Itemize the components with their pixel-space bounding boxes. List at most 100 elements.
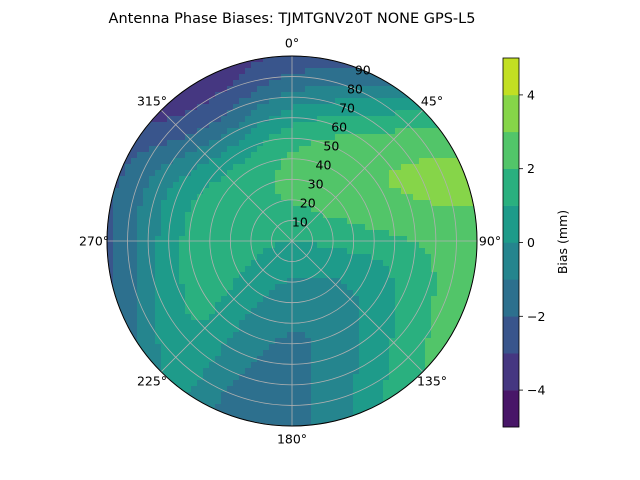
contour-cell — [443, 296, 450, 303]
contour-cell — [185, 146, 192, 153]
contour-cell — [233, 374, 240, 381]
contour-cell — [443, 128, 450, 135]
contour-cell — [113, 254, 120, 261]
contour-cell — [107, 416, 114, 423]
contour-cell — [461, 422, 468, 426]
contour-cell — [185, 86, 192, 93]
contour-cell — [461, 68, 468, 75]
contour-cell — [437, 206, 444, 213]
contour-cell — [395, 104, 402, 111]
contour-cell — [137, 260, 144, 267]
contour-cell — [359, 356, 366, 363]
contour-cell — [473, 68, 477, 75]
contour-cell — [143, 86, 150, 93]
contour-cell — [371, 224, 378, 231]
contour-cell — [233, 116, 240, 123]
contour-cell — [323, 320, 330, 327]
contour-cell — [371, 296, 378, 303]
contour-cell — [137, 218, 144, 225]
contour-cell — [221, 80, 228, 87]
contour-cell — [287, 164, 294, 171]
contour-cell — [413, 272, 420, 279]
contour-cell — [185, 80, 192, 87]
contour-cell — [389, 140, 396, 147]
contour-cell — [317, 116, 324, 123]
contour-cell — [377, 188, 384, 195]
contour-cell — [155, 218, 162, 225]
contour-cell — [461, 98, 468, 105]
contour-cell — [323, 338, 330, 345]
contour-cell — [329, 146, 336, 153]
contour-cell — [113, 266, 120, 273]
contour-cell — [305, 122, 312, 129]
contour-cell — [269, 392, 276, 399]
contour-cell — [317, 230, 324, 237]
contour-cell — [167, 170, 174, 177]
contour-cell — [143, 74, 150, 81]
contour-cell — [461, 62, 468, 69]
contour-cell — [377, 422, 384, 426]
contour-cell — [203, 410, 210, 417]
contour-cell — [299, 410, 306, 417]
contour-cell — [335, 260, 342, 267]
contour-cell — [179, 176, 186, 183]
contour-cell — [227, 398, 234, 405]
contour-cell — [125, 272, 132, 279]
contour-cell — [149, 74, 156, 81]
contour-cell — [281, 296, 288, 303]
contour-cell — [365, 242, 372, 249]
contour-cell — [119, 128, 126, 135]
contour-cell — [395, 374, 402, 381]
contour-cell — [131, 164, 138, 171]
contour-cell — [143, 146, 150, 153]
contour-cell — [215, 230, 222, 237]
contour-cell — [401, 254, 408, 261]
contour-cell — [275, 128, 282, 135]
contour-cell — [431, 56, 438, 63]
contour-cell — [353, 332, 360, 339]
contour-cell — [383, 212, 390, 219]
contour-cell — [215, 344, 222, 351]
contour-cell — [233, 422, 240, 426]
contour-cell — [107, 338, 114, 345]
contour-cell — [233, 362, 240, 369]
contour-cell — [251, 248, 258, 255]
contour-cell — [467, 122, 474, 129]
contour-cell — [161, 338, 168, 345]
contour-cell — [377, 224, 384, 231]
contour-cell — [305, 272, 312, 279]
contour-cell — [137, 272, 144, 279]
contour-cell — [407, 194, 414, 201]
contour-cell — [455, 212, 462, 219]
contour-cell — [425, 398, 432, 405]
contour-cell — [257, 404, 264, 411]
contour-cell — [377, 56, 384, 63]
contour-cell — [191, 284, 198, 291]
contour-cell — [287, 140, 294, 147]
contour-cell — [311, 86, 318, 93]
contour-cell — [407, 374, 414, 381]
contour-cell — [113, 224, 120, 231]
contour-cell — [227, 254, 234, 261]
contour-cell — [299, 140, 306, 147]
contour-cell — [365, 422, 372, 426]
contour-cell — [371, 182, 378, 189]
contour-cell — [449, 320, 456, 327]
contour-cell — [233, 380, 240, 387]
contour-cell — [347, 356, 354, 363]
radial-tick-label: 40 — [316, 158, 332, 173]
contour-cell — [173, 62, 180, 69]
contour-cell — [449, 86, 456, 93]
contour-cell — [143, 128, 150, 135]
contour-cell — [323, 332, 330, 339]
contour-cell — [161, 194, 168, 201]
contour-cell — [191, 302, 198, 309]
contour-cell — [329, 152, 336, 159]
contour-cell — [149, 242, 156, 249]
contour-cell — [275, 392, 282, 399]
contour-cell — [305, 128, 312, 135]
contour-cell — [329, 260, 336, 267]
contour-cell — [305, 296, 312, 303]
contour-cell — [221, 422, 228, 426]
contour-cell — [329, 362, 336, 369]
